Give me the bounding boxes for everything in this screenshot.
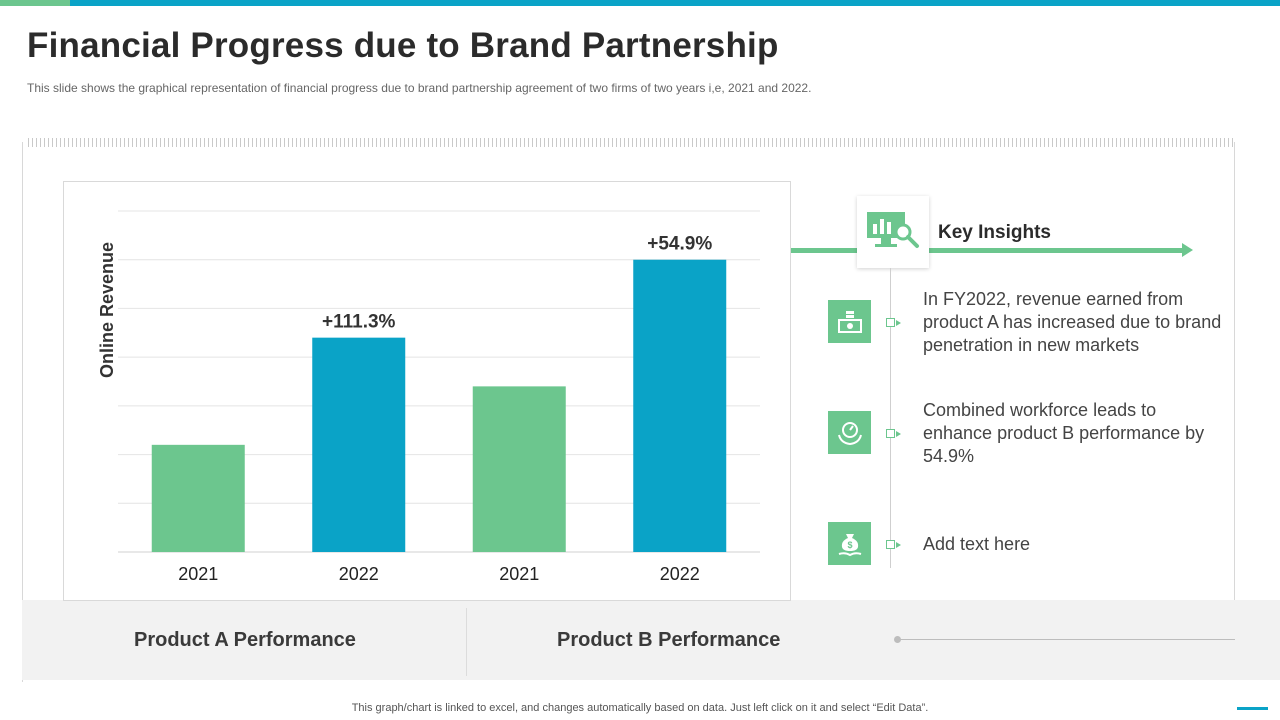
page-title: Financial Progress due to Brand Partners… bbox=[27, 26, 779, 65]
insight-text-1: In FY2022, revenue earned from product A… bbox=[923, 289, 1222, 355]
frame-bottom-dot bbox=[894, 636, 901, 643]
group-label-product-a: Product A Performance bbox=[134, 629, 356, 651]
insights-title: Key Insights bbox=[938, 222, 1051, 243]
page-subtitle: This slide shows the graphical represent… bbox=[27, 81, 812, 95]
frame-left-border bbox=[22, 142, 23, 682]
bar-3 bbox=[472, 386, 566, 552]
x-tick-label: 2021 bbox=[178, 564, 218, 584]
money-icon bbox=[828, 300, 871, 343]
bar-2 bbox=[312, 337, 406, 552]
insights-arrow-head bbox=[1182, 243, 1193, 257]
frame-hatch-border bbox=[28, 138, 1234, 147]
x-tick-label: 2021 bbox=[499, 564, 539, 584]
bar-4 bbox=[633, 259, 727, 552]
chart-magnifier-icon bbox=[867, 212, 919, 248]
chart-data-labels: +111.3% +54.9% bbox=[322, 234, 712, 333]
insight-tick-3 bbox=[896, 542, 901, 548]
insight-tick-2 bbox=[896, 431, 901, 437]
footer-note: This graph/chart is linked to excel, and… bbox=[351, 702, 929, 714]
insight-marker-3 bbox=[886, 540, 895, 549]
money-bag-hand-icon: $ bbox=[828, 522, 871, 565]
y-axis-label: Online Revenue bbox=[97, 242, 117, 378]
bar-1 bbox=[151, 444, 245, 552]
footer-accent-dash bbox=[1237, 707, 1268, 710]
chart-x-ticks: 2021 2022 2021 2022 bbox=[178, 564, 700, 584]
frame-bottom-line bbox=[898, 639, 1235, 640]
group-label-band bbox=[22, 600, 1280, 680]
group-divider bbox=[466, 608, 467, 676]
insights-icon-box bbox=[857, 196, 929, 268]
insight-text-3: Add text here bbox=[923, 534, 1031, 554]
top-accent-bar bbox=[0, 0, 1280, 6]
insights-timeline bbox=[890, 268, 891, 568]
x-tick-label: 2022 bbox=[660, 564, 700, 584]
data-label: +111.3% bbox=[322, 312, 396, 333]
insight-text-2: Combined workforce leads to enhance prod… bbox=[923, 400, 1205, 466]
gauge-hands-icon bbox=[828, 411, 871, 454]
bar-chart[interactable]: +111.3% +54.9% 2021 2022 2021 2022 Online Re… bbox=[63, 181, 791, 601]
insight-marker-1 bbox=[886, 318, 895, 327]
data-label: +54.9% bbox=[647, 234, 712, 255]
x-tick-label: 2022 bbox=[339, 564, 379, 584]
chart-bars bbox=[151, 259, 727, 552]
insight-marker-2 bbox=[886, 429, 895, 438]
insights-arrow-line bbox=[791, 248, 1183, 253]
group-label-product-b: Product B Performance bbox=[557, 629, 781, 651]
top-accent-green bbox=[0, 0, 70, 6]
frame-right-border bbox=[1234, 142, 1235, 640]
insight-tick-1 bbox=[896, 320, 901, 326]
svg-text:$: $ bbox=[847, 540, 852, 550]
